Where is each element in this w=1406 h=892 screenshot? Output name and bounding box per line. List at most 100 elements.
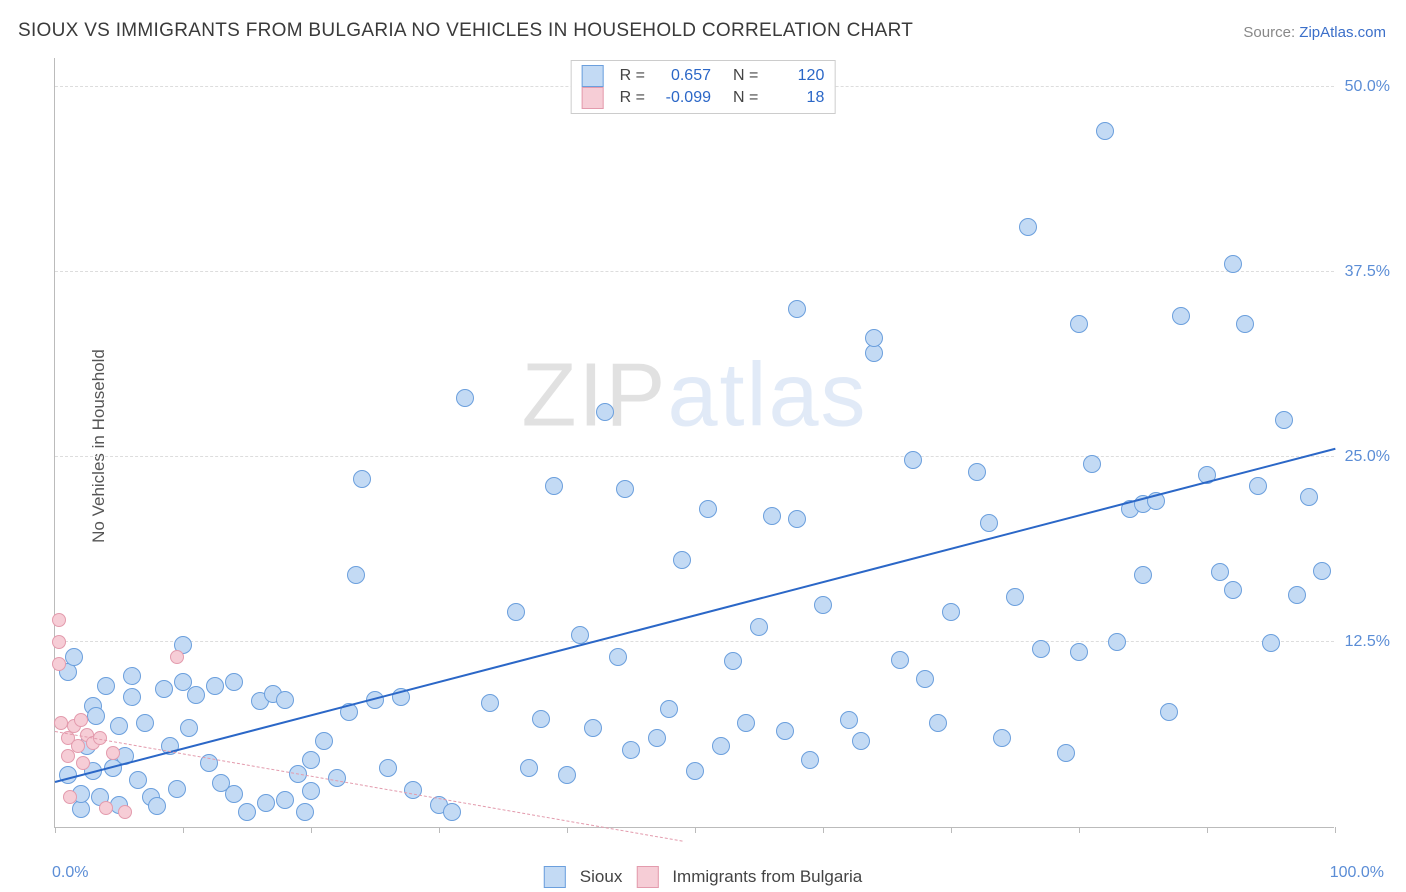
data-point-sioux xyxy=(1236,315,1254,333)
gridline xyxy=(55,271,1334,272)
data-point-sioux xyxy=(1224,255,1242,273)
x-tick-mark xyxy=(1079,827,1080,833)
data-point-sioux xyxy=(1249,477,1267,495)
data-point-bulgaria xyxy=(52,657,66,671)
gridline xyxy=(55,641,1334,642)
legend-series: Sioux Immigrants from Bulgaria xyxy=(544,866,862,888)
data-point-bulgaria xyxy=(76,756,90,770)
swatch-sioux xyxy=(582,65,604,87)
r-label: R = xyxy=(620,89,645,107)
x-tick-max-label: 100.0% xyxy=(1330,864,1384,882)
data-point-sioux xyxy=(904,451,922,469)
y-tick-label: 37.5% xyxy=(1345,263,1390,281)
data-point-bulgaria xyxy=(99,801,113,815)
data-point-bulgaria xyxy=(106,746,120,760)
data-point-sioux xyxy=(980,514,998,532)
watermark-zip: ZIP xyxy=(521,346,667,446)
data-point-sioux xyxy=(545,477,563,495)
swatch-sioux xyxy=(544,866,566,888)
data-point-sioux xyxy=(750,618,768,636)
data-point-sioux xyxy=(776,722,794,740)
data-point-sioux xyxy=(763,507,781,525)
data-point-bulgaria xyxy=(52,613,66,627)
x-tick-mark xyxy=(55,827,56,833)
x-tick-mark xyxy=(311,827,312,833)
data-point-sioux xyxy=(65,648,83,666)
data-point-sioux xyxy=(123,688,141,706)
data-point-sioux xyxy=(206,677,224,695)
data-point-bulgaria xyxy=(170,650,184,664)
data-point-sioux xyxy=(699,500,717,518)
data-point-sioux xyxy=(1313,562,1331,580)
data-point-sioux xyxy=(622,741,640,759)
data-point-sioux xyxy=(136,714,154,732)
data-point-sioux xyxy=(1134,566,1152,584)
watermark-atlas: atlas xyxy=(667,346,867,446)
data-point-sioux xyxy=(1083,455,1101,473)
data-point-sioux xyxy=(97,677,115,695)
x-tick-mark xyxy=(695,827,696,833)
data-point-sioux xyxy=(1032,640,1050,658)
y-tick-label: 50.0% xyxy=(1345,78,1390,96)
x-tick-mark xyxy=(951,827,952,833)
data-point-sioux xyxy=(686,762,704,780)
data-point-sioux xyxy=(712,737,730,755)
data-point-sioux xyxy=(110,717,128,735)
trendline-sioux xyxy=(55,447,1335,782)
data-point-sioux xyxy=(456,389,474,407)
data-point-sioux xyxy=(1019,218,1037,236)
data-point-sioux xyxy=(1211,563,1229,581)
legend-label-bulgaria: Immigrants from Bulgaria xyxy=(672,867,862,887)
data-point-sioux xyxy=(801,751,819,769)
plot-area: ZIPatlas 12.5%25.0%37.5%50.0% xyxy=(54,58,1334,828)
data-point-sioux xyxy=(168,780,186,798)
data-point-sioux xyxy=(840,711,858,729)
data-point-sioux xyxy=(1300,488,1318,506)
data-point-bulgaria xyxy=(63,790,77,804)
swatch-bulgaria xyxy=(582,87,604,109)
legend-stats: R = 0.657 N = 120 R = -0.099 N = 18 xyxy=(571,60,836,114)
data-point-sioux xyxy=(852,732,870,750)
x-tick-mark xyxy=(567,827,568,833)
data-point-sioux xyxy=(737,714,755,732)
data-point-sioux xyxy=(520,759,538,777)
legend-item-sioux: Sioux xyxy=(544,866,623,888)
data-point-sioux xyxy=(891,651,909,669)
data-point-sioux xyxy=(123,667,141,685)
x-tick-mark xyxy=(439,827,440,833)
data-point-sioux xyxy=(609,648,627,666)
data-point-sioux xyxy=(481,694,499,712)
chart-title: SIOUX VS IMMIGRANTS FROM BULGARIA NO VEH… xyxy=(18,20,913,42)
data-point-sioux xyxy=(238,803,256,821)
legend-stats-row-sioux: R = 0.657 N = 120 xyxy=(582,65,825,87)
data-point-sioux xyxy=(379,759,397,777)
x-tick-min-label: 0.0% xyxy=(52,864,88,882)
data-point-sioux xyxy=(1172,307,1190,325)
data-point-sioux xyxy=(596,403,614,421)
data-point-sioux xyxy=(257,794,275,812)
data-point-sioux xyxy=(187,686,205,704)
data-point-bulgaria xyxy=(118,805,132,819)
source-prefix: Source: xyxy=(1243,24,1299,41)
x-tick-mark xyxy=(1207,827,1208,833)
data-point-sioux xyxy=(302,782,320,800)
r-value-bulgaria: -0.099 xyxy=(659,89,711,107)
data-point-sioux xyxy=(404,781,422,799)
data-point-sioux xyxy=(1160,703,1178,721)
data-point-sioux xyxy=(558,766,576,784)
data-point-sioux xyxy=(1224,581,1242,599)
data-point-sioux xyxy=(1070,643,1088,661)
data-point-sioux xyxy=(942,603,960,621)
data-point-sioux xyxy=(571,626,589,644)
legend-stats-row-bulgaria: R = -0.099 N = 18 xyxy=(582,87,825,109)
data-point-sioux xyxy=(315,732,333,750)
data-point-sioux xyxy=(1275,411,1293,429)
legend-label-sioux: Sioux xyxy=(580,867,623,887)
data-point-sioux xyxy=(276,691,294,709)
source-link[interactable]: ZipAtlas.com xyxy=(1299,24,1386,41)
data-point-sioux xyxy=(1288,586,1306,604)
data-point-sioux xyxy=(155,680,173,698)
data-point-sioux xyxy=(993,729,1011,747)
n-value-bulgaria: 18 xyxy=(772,89,824,107)
data-point-sioux xyxy=(148,797,166,815)
